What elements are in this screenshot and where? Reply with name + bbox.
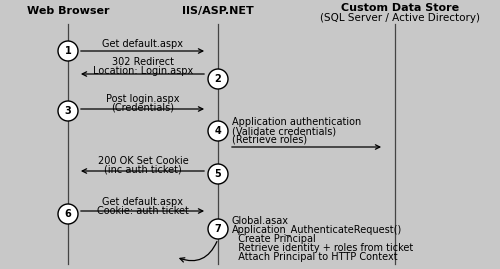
Circle shape (208, 69, 228, 89)
Text: Location: Login.aspx: Location: Login.aspx (93, 66, 193, 76)
Text: 1: 1 (64, 46, 71, 56)
Text: Application_AuthenticateRequest(): Application_AuthenticateRequest() (232, 225, 402, 235)
Circle shape (58, 41, 78, 61)
Text: 7: 7 (214, 224, 222, 234)
Circle shape (208, 219, 228, 239)
Text: 2: 2 (214, 74, 222, 84)
Text: 6: 6 (64, 209, 71, 219)
Circle shape (208, 164, 228, 184)
Text: (Credentials): (Credentials) (112, 103, 174, 113)
Text: Get default.aspx: Get default.aspx (102, 197, 184, 207)
Text: Application authentication: Application authentication (232, 117, 361, 127)
Text: 302 Redirect: 302 Redirect (112, 57, 174, 67)
Text: Web Browser: Web Browser (27, 6, 109, 16)
Text: Create Principal: Create Principal (232, 234, 316, 244)
Text: 200 OK Set Cookie: 200 OK Set Cookie (98, 156, 188, 166)
Text: (Validate credentials): (Validate credentials) (232, 126, 336, 136)
Circle shape (58, 101, 78, 121)
Text: Retrieve identity + roles from ticket: Retrieve identity + roles from ticket (232, 243, 413, 253)
Text: IIS/ASP.NET: IIS/ASP.NET (182, 6, 254, 16)
Text: 3: 3 (64, 106, 71, 116)
Text: Attach Principal to HTTP Context: Attach Principal to HTTP Context (232, 252, 398, 262)
Text: (inc auth ticket): (inc auth ticket) (104, 165, 182, 175)
Circle shape (58, 204, 78, 224)
Text: (Retrieve roles): (Retrieve roles) (232, 135, 307, 145)
Text: Global.asax: Global.asax (232, 216, 289, 226)
Text: Post login.aspx: Post login.aspx (106, 94, 180, 104)
Text: Get default.aspx: Get default.aspx (102, 39, 184, 49)
Circle shape (208, 121, 228, 141)
Text: 4: 4 (214, 126, 222, 136)
Text: Custom Data Store: Custom Data Store (341, 3, 459, 13)
Text: 5: 5 (214, 169, 222, 179)
Text: Cookie: auth ticket: Cookie: auth ticket (97, 206, 189, 216)
Text: (SQL Server / Active Directory): (SQL Server / Active Directory) (320, 13, 480, 23)
